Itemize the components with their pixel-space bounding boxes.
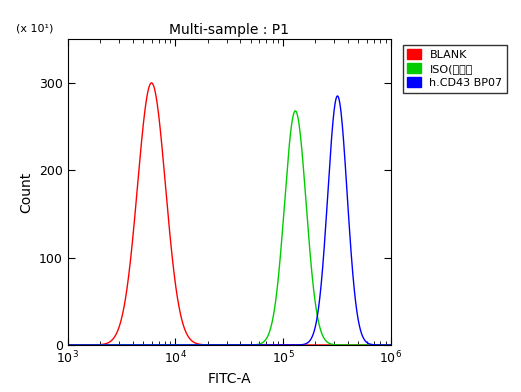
Line: h.CD43 BP07: h.CD43 BP07	[68, 96, 391, 345]
h.CD43 BP07	[189, 343, 195, 347]
ISO(多抗）	[203, 343, 209, 347]
BLANK	[148, 80, 155, 85]
BLANK	[381, 343, 388, 347]
BLANK	[121, 306, 127, 311]
Title: Multi-sample : P1: Multi-sample : P1	[169, 23, 289, 36]
h.CD43 BP07	[121, 343, 127, 347]
ISO(多抗）	[381, 343, 388, 347]
ISO(多抗）	[346, 343, 353, 347]
BLANK	[388, 343, 394, 347]
BLANK	[102, 342, 108, 347]
ISO(多抗）	[121, 343, 127, 347]
h.CD43 BP07	[102, 343, 108, 347]
ISO(多抗）	[388, 343, 394, 347]
ISO(多抗）	[189, 343, 195, 347]
ISO(多抗）	[102, 343, 108, 347]
BLANK	[65, 343, 71, 347]
h.CD43 BP07	[334, 94, 341, 98]
h.CD43 BP07	[388, 343, 394, 347]
Text: (x 10¹): (x 10¹)	[16, 23, 54, 33]
ISO(多抗）	[292, 109, 299, 113]
h.CD43 BP07	[381, 343, 388, 347]
Legend: BLANK, ISO(多抗）, h.CD43 BP07: BLANK, ISO(多抗）, h.CD43 BP07	[403, 45, 507, 93]
h.CD43 BP07	[346, 230, 353, 235]
h.CD43 BP07	[203, 343, 209, 347]
ISO(多抗）	[65, 343, 71, 347]
BLANK	[203, 343, 209, 347]
X-axis label: FITC-A: FITC-A	[207, 372, 251, 386]
Line: ISO(多抗）: ISO(多抗）	[68, 111, 391, 345]
BLANK	[189, 338, 195, 343]
Y-axis label: Count: Count	[19, 171, 33, 213]
BLANK	[346, 343, 353, 347]
Line: BLANK: BLANK	[68, 83, 391, 345]
h.CD43 BP07	[65, 343, 71, 347]
